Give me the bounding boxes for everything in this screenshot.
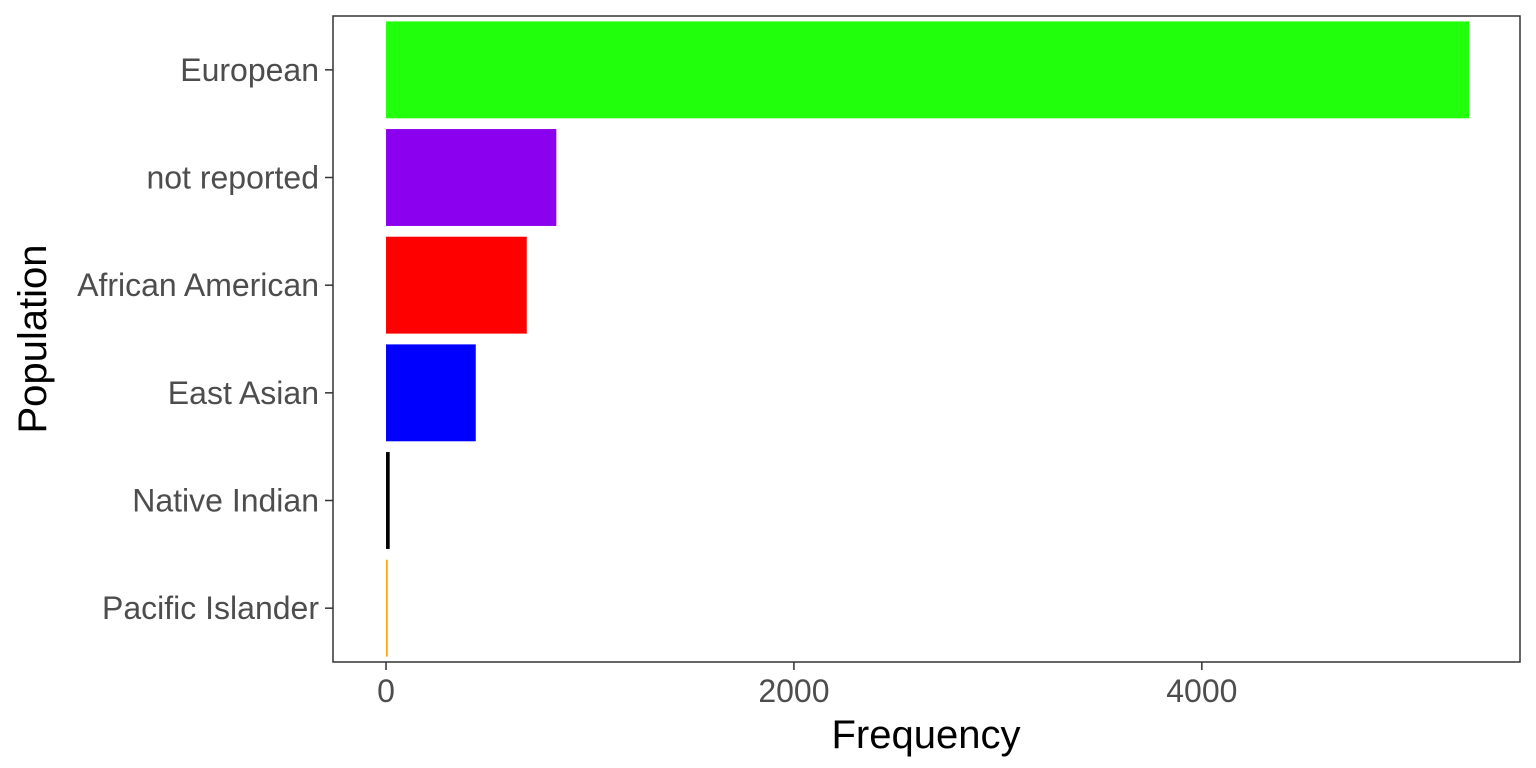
x-tick-label: 4000 [1166,673,1237,709]
bars-group [386,21,1470,657]
y-tick-label: Native Indian [132,483,319,519]
x-axis: 0 2000 4000 [377,662,1237,709]
bar-pacific-islander [386,559,388,657]
bar-african-american [386,236,527,334]
plot-panel [332,15,1521,663]
x-tick-label: 0 [377,673,395,709]
x-axis-title: Frequency [832,713,1021,757]
bar-east-asian [386,344,476,442]
bar-native-indian [386,452,390,549]
y-tick-label: not reported [146,160,319,196]
x-tick-label: 2000 [758,673,829,709]
y-tick-label: European [180,52,319,88]
bar-not-reported [386,129,557,226]
y-tick-label: African American [77,267,319,303]
bar-european [386,21,1470,119]
y-tick-label: Pacific Islander [102,590,319,626]
y-axis: European not reported African American East… [77,52,333,626]
y-tick-label: East Asian [168,375,319,411]
y-axis-title: Population [11,244,55,433]
